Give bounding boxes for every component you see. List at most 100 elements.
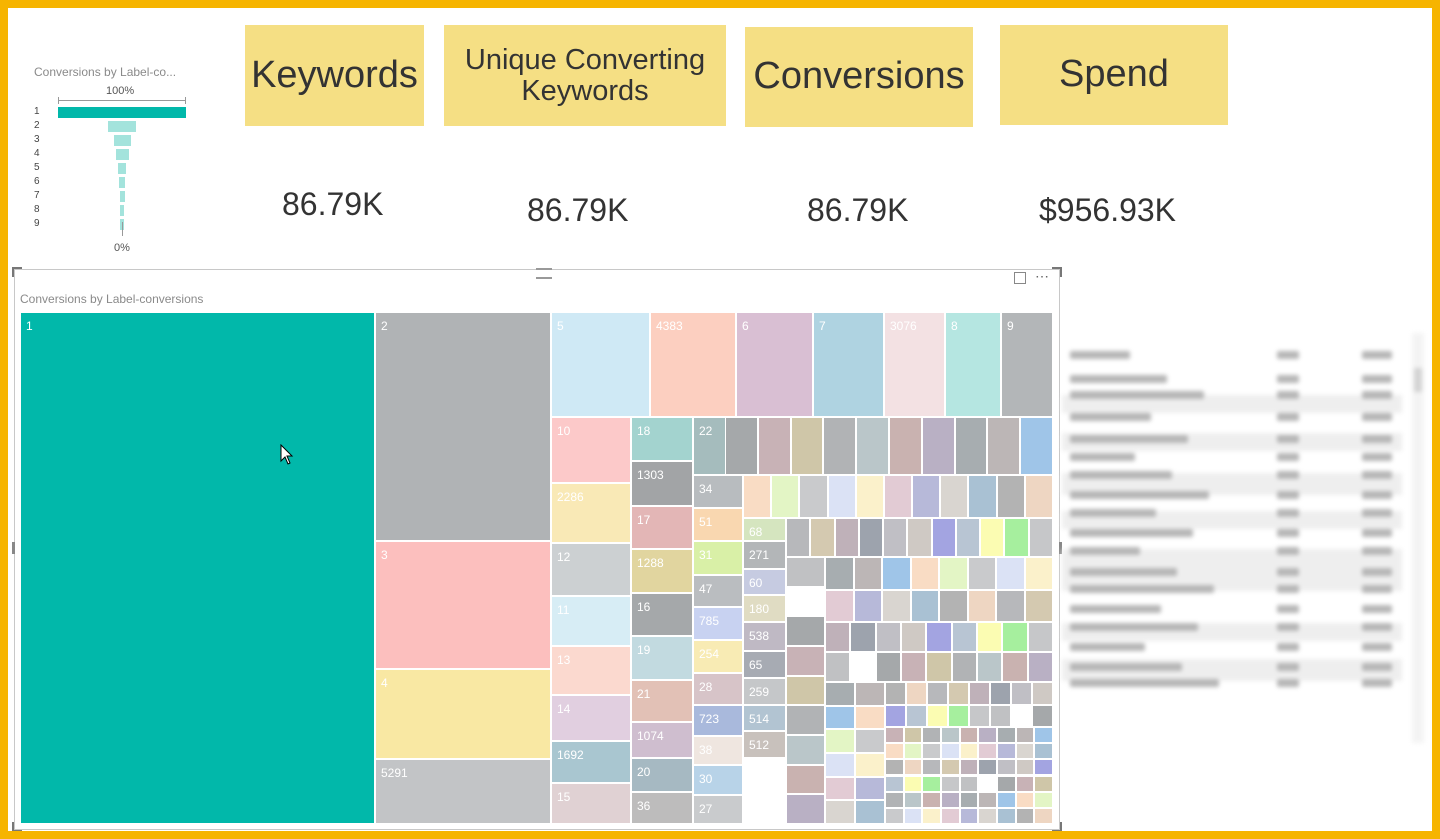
treemap-cell[interactable] xyxy=(786,675,825,706)
treemap-cell[interactable]: 19 xyxy=(631,636,693,680)
treemap-cell[interactable] xyxy=(786,616,825,646)
treemap-cell[interactable]: 14 xyxy=(551,695,631,741)
treemap-cell[interactable]: 60 xyxy=(743,569,786,595)
treemap-cell[interactable] xyxy=(903,743,923,760)
treemap-cell[interactable] xyxy=(875,652,901,682)
treemap-cell[interactable] xyxy=(922,759,941,776)
treemap-cell[interactable] xyxy=(910,557,939,590)
funnel-bar[interactable] xyxy=(115,149,129,160)
treemap-cell[interactable] xyxy=(978,743,997,760)
treemap-cell[interactable] xyxy=(743,475,772,518)
treemap-cell[interactable] xyxy=(910,589,939,622)
treemap-cell[interactable] xyxy=(978,791,997,808)
treemap-cell[interactable] xyxy=(786,735,825,765)
treemap-cell[interactable]: 51 xyxy=(693,508,743,541)
treemap-cell[interactable]: 31 xyxy=(693,541,743,575)
treemap-cell[interactable]: 3076 xyxy=(884,312,945,417)
treemap-cell[interactable]: 17 xyxy=(631,506,693,549)
treemap-cell[interactable] xyxy=(931,518,956,557)
treemap-cell[interactable] xyxy=(996,475,1025,518)
treemap-cell[interactable]: 180 xyxy=(743,595,786,622)
treemap-cell[interactable] xyxy=(978,775,997,792)
funnel-bar[interactable] xyxy=(118,163,126,174)
treemap-cell[interactable] xyxy=(850,622,876,652)
treemap-cell[interactable] xyxy=(921,417,955,475)
treemap-cell[interactable] xyxy=(959,791,979,808)
treemap-cell[interactable] xyxy=(922,743,941,760)
treemap-cell[interactable] xyxy=(955,518,981,557)
treemap-cell[interactable] xyxy=(941,775,960,792)
treemap-cell[interactable]: 2 xyxy=(375,312,551,541)
focus-mode-icon[interactable] xyxy=(1014,272,1026,284)
treemap-cell[interactable] xyxy=(951,652,977,682)
treemap-cell[interactable] xyxy=(939,557,968,590)
treemap-cell[interactable] xyxy=(1002,622,1028,652)
treemap-cell[interactable] xyxy=(959,743,979,760)
treemap-cell[interactable] xyxy=(1027,622,1053,652)
treemap-cell[interactable] xyxy=(855,705,885,730)
treemap-cell[interactable] xyxy=(786,764,825,795)
treemap-cell[interactable] xyxy=(885,775,904,792)
treemap-cell[interactable]: 2286 xyxy=(551,483,631,543)
treemap-cell[interactable] xyxy=(827,475,856,518)
treemap-cell[interactable] xyxy=(885,727,904,744)
treemap-cell[interactable] xyxy=(951,622,977,652)
treemap-cell[interactable] xyxy=(903,791,923,808)
treemap-cell[interactable] xyxy=(1024,475,1053,518)
treemap-cell[interactable] xyxy=(1015,759,1035,776)
treemap-cell[interactable] xyxy=(967,589,996,622)
treemap-cell[interactable] xyxy=(855,776,885,801)
funnel-bar[interactable] xyxy=(58,107,186,118)
treemap-cell[interactable] xyxy=(997,727,1016,744)
treemap-cell[interactable]: 271 xyxy=(743,541,786,569)
treemap-cell[interactable] xyxy=(1034,791,1053,808)
scrollbar[interactable] xyxy=(1412,333,1424,743)
treemap-cell[interactable]: 21 xyxy=(631,680,693,722)
resize-handle-bottom-left[interactable] xyxy=(12,822,22,831)
treemap-cell[interactable] xyxy=(990,704,1011,727)
scrollbar-thumb[interactable] xyxy=(1414,368,1422,392)
treemap-cell[interactable] xyxy=(969,682,990,705)
treemap-cell[interactable] xyxy=(901,652,927,682)
treemap-cell[interactable] xyxy=(825,729,855,753)
treemap-cell[interactable]: 1303 xyxy=(631,461,693,506)
treemap-cell[interactable] xyxy=(941,807,960,824)
treemap-cell[interactable] xyxy=(997,743,1016,760)
treemap-cell[interactable] xyxy=(1024,557,1053,590)
treemap-cell[interactable]: 36 xyxy=(631,792,693,824)
treemap-cell[interactable] xyxy=(954,417,988,475)
treemap-cell[interactable]: 4383 xyxy=(650,312,736,417)
kpi-card-conversions[interactable]: Conversions xyxy=(745,27,973,127)
treemap-cell[interactable] xyxy=(1020,417,1053,475)
resize-handle-right[interactable] xyxy=(1059,542,1062,554)
treemap-cell[interactable] xyxy=(977,652,1003,682)
treemap-cell[interactable] xyxy=(959,807,979,824)
funnel-bar[interactable] xyxy=(108,121,136,132)
treemap-cell[interactable]: 7 xyxy=(813,312,884,417)
treemap-cell[interactable] xyxy=(1004,518,1029,557)
treemap-cell[interactable] xyxy=(906,682,927,705)
treemap-cell[interactable] xyxy=(885,704,906,727)
treemap-cell[interactable]: 13 xyxy=(551,646,631,695)
treemap-cell[interactable]: 11 xyxy=(551,596,631,646)
treemap-cell[interactable]: 538 xyxy=(743,622,786,651)
treemap-cell[interactable] xyxy=(855,682,885,706)
treemap-cell[interactable] xyxy=(825,682,855,706)
treemap-cell[interactable] xyxy=(1024,589,1053,622)
treemap-cell[interactable] xyxy=(786,705,825,735)
treemap-cell[interactable] xyxy=(882,557,911,590)
treemap-cell[interactable]: 5 xyxy=(551,312,650,417)
treemap-cell[interactable] xyxy=(1034,807,1053,824)
treemap-cell[interactable] xyxy=(825,652,851,682)
treemap-cell[interactable] xyxy=(903,727,923,744)
funnel-bar[interactable] xyxy=(119,191,125,202)
treemap-cell[interactable] xyxy=(959,775,979,792)
treemap-cell[interactable] xyxy=(912,475,941,518)
treemap-cell[interactable]: 9 xyxy=(1001,312,1053,417)
treemap-cell[interactable] xyxy=(825,589,854,622)
treemap-cell[interactable] xyxy=(941,791,960,808)
treemap-cell[interactable]: 15 xyxy=(551,783,631,824)
treemap-cell[interactable] xyxy=(922,727,941,744)
treemap-cell[interactable]: 12 xyxy=(551,543,631,596)
treemap-cell[interactable] xyxy=(825,800,855,824)
